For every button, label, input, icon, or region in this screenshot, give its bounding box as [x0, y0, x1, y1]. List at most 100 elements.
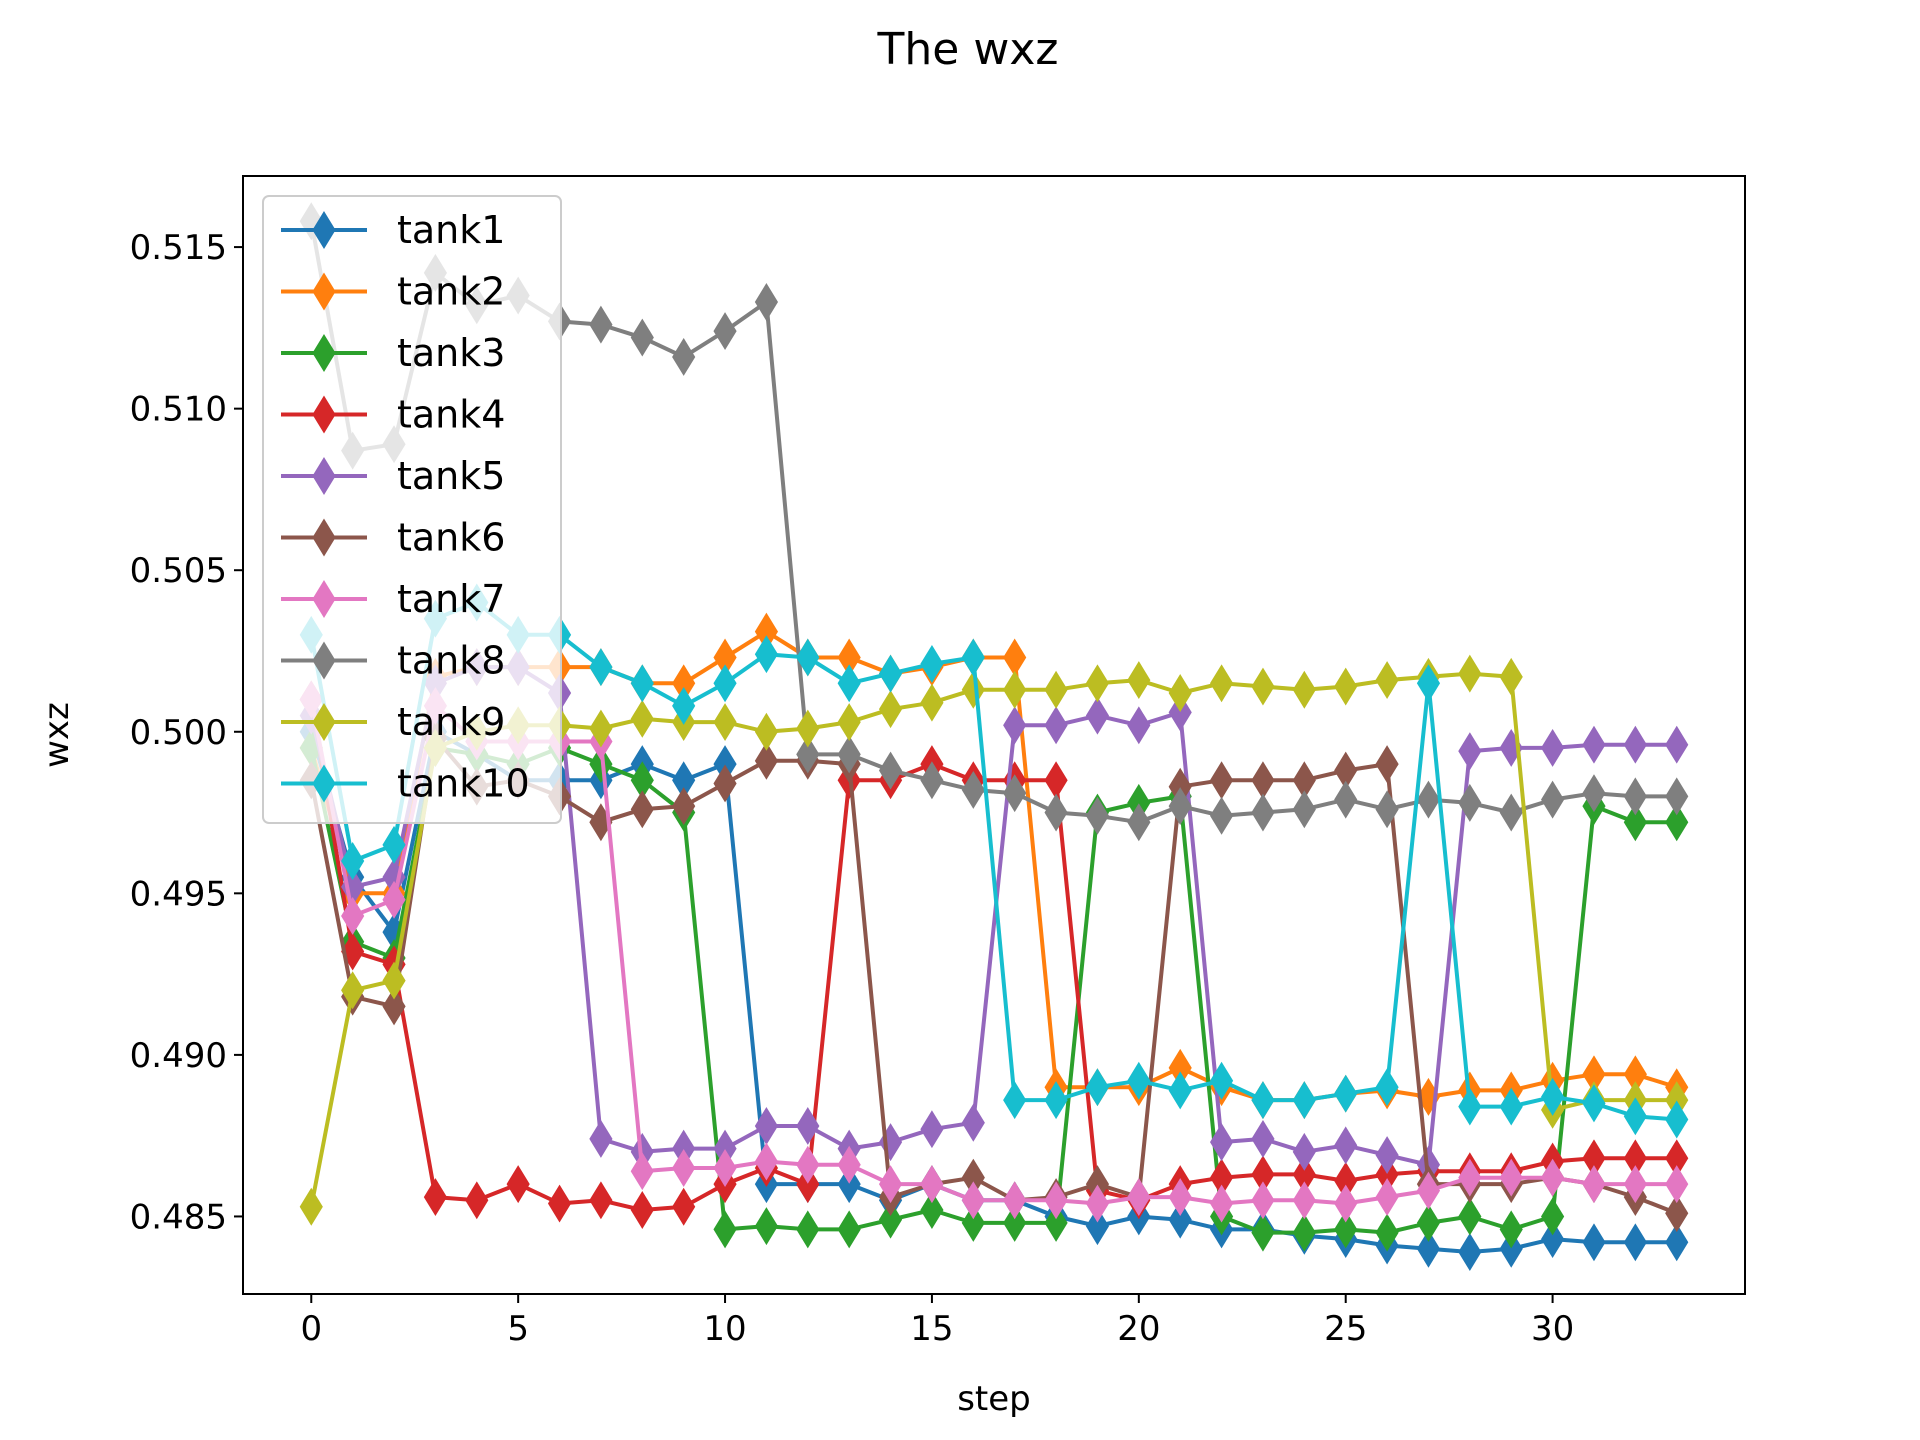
- data-point-tank3: [837, 1210, 861, 1249]
- legend-marker-tank10: [312, 764, 336, 803]
- data-point-tank3: [1044, 1203, 1068, 1242]
- data-point-tank7: [1003, 1181, 1027, 1220]
- legend-label-tank6: tank6: [397, 516, 505, 560]
- data-point-tank7: [837, 1145, 861, 1184]
- data-point-tank7: [1416, 1171, 1441, 1210]
- data-point-tank9: [1168, 674, 1192, 712]
- data-point-tank10: [382, 825, 406, 864]
- data-point-tank3: [878, 1200, 903, 1239]
- legend-marker-tank7: [312, 580, 336, 618]
- data-point-tank8: [878, 751, 903, 790]
- data-point-tank10: [630, 664, 654, 703]
- data-point-tank5: [1665, 725, 1689, 764]
- data-point-tank8: [1044, 793, 1068, 832]
- x-tick-label: 5: [507, 1309, 529, 1349]
- data-point-tank10: [1127, 1061, 1151, 1100]
- data-point-tank8: [961, 770, 985, 809]
- data-point-tank9: [1499, 657, 1523, 696]
- data-point-tank6: [713, 764, 737, 803]
- data-point-tank10: [961, 638, 985, 677]
- data-point-tank8: [837, 735, 861, 774]
- data-point-tank5: [1292, 1132, 1316, 1171]
- data-point-tank4: [547, 1184, 572, 1223]
- data-point-tank10: [1458, 1087, 1482, 1126]
- data-point-tank5: [1623, 725, 1647, 764]
- legend-marker-tank1: [312, 211, 336, 249]
- data-point-tank3: [1416, 1203, 1441, 1242]
- x-tick-label: 10: [703, 1309, 746, 1349]
- data-point-tank9: [589, 709, 613, 748]
- y-axis-ticks: 0.485 0.490 0.495 0.500 0.505 0.510 0.515: [130, 228, 243, 1237]
- data-point-tank3: [1334, 1210, 1358, 1249]
- data-point-tank7: [1499, 1158, 1523, 1197]
- data-point-tank3: [1541, 1197, 1565, 1236]
- data-point-tank10: [1251, 1081, 1275, 1120]
- x-tick-label: 0: [300, 1309, 322, 1349]
- data-point-tank10: [341, 842, 365, 880]
- data-point-tank8: [630, 318, 654, 357]
- data-point-tank8: [1582, 774, 1606, 813]
- data-point-tank10: [1334, 1074, 1358, 1113]
- data-point-tank7: [1582, 1165, 1606, 1204]
- legend-label-tank9: tank9: [397, 700, 505, 744]
- x-axis-label: step: [957, 1379, 1031, 1419]
- data-point-tank9: [1334, 667, 1358, 706]
- data-point-tank7: [1334, 1184, 1358, 1223]
- data-point-tank10: [1168, 1071, 1192, 1110]
- data-point-tank5: [1085, 696, 1110, 735]
- data-point-tank7: [1251, 1181, 1275, 1220]
- data-point-tank7: [961, 1181, 985, 1220]
- y-tick-label: 0.485: [130, 1197, 227, 1237]
- data-point-tank7: [1209, 1184, 1234, 1223]
- legend-label-tank10: tank10: [397, 762, 530, 806]
- data-point-tank3: [1499, 1210, 1523, 1249]
- axes: [242, 175, 1746, 1295]
- data-point-tank3: [1665, 803, 1689, 842]
- data-point-tank10: [878, 654, 903, 693]
- y-tick-label: 0.515: [130, 228, 227, 268]
- data-point-tank4: [630, 1191, 654, 1229]
- data-point-tank3: [796, 1210, 820, 1249]
- data-point-tank9: [1375, 661, 1399, 700]
- x-tick-label: 20: [1117, 1309, 1160, 1349]
- data-point-tank3: [589, 745, 613, 784]
- data-point-tank1: [1541, 1220, 1565, 1259]
- data-point-tank4: [796, 1165, 820, 1204]
- data-point-tank8: [1085, 796, 1110, 835]
- data-point-tank10: [1499, 1087, 1523, 1126]
- legend: tank1 tank2 tank3 tank4 tank5 tank6 tank7 tank8…: [262, 195, 562, 824]
- data-point-tank10: [1416, 664, 1441, 703]
- data-point-tank7: [713, 1149, 737, 1187]
- data-point-tank5: [1251, 1119, 1275, 1158]
- data-point-tank5: [796, 1107, 820, 1145]
- data-point-tank10: [1375, 1068, 1399, 1107]
- data-point-tank1: [1665, 1223, 1689, 1262]
- legend-label-tank1: tank1: [397, 208, 505, 252]
- data-point-tank10: [1665, 1100, 1689, 1139]
- legend-marker-tank4: [312, 395, 336, 434]
- data-point-tank3: [754, 1207, 779, 1246]
- data-point-tank5: [1168, 693, 1192, 732]
- data-point-tank9: [713, 703, 737, 742]
- data-point-tank10: [1292, 1081, 1316, 1120]
- data-point-tank3: [1458, 1197, 1482, 1236]
- legend-marker-tank9: [312, 703, 336, 741]
- data-point-tank4: [465, 1181, 489, 1220]
- data-point-tank7: [382, 880, 406, 919]
- legend-label-tank4: tank4: [397, 393, 505, 437]
- data-point-tank10: [1209, 1061, 1234, 1100]
- x-tick-label: 30: [1531, 1309, 1574, 1349]
- legend-label-tank3: tank3: [397, 331, 505, 375]
- data-point-tank10: [1003, 1081, 1027, 1120]
- data-point-tank9: [920, 683, 944, 722]
- data-point-tank7: [341, 896, 365, 935]
- data-point-tank3: [713, 1210, 737, 1249]
- data-point-tank8: [713, 312, 737, 351]
- data-point-tank7: [1044, 1181, 1068, 1220]
- data-point-tank5: [1334, 1126, 1358, 1165]
- data-point-tank1: [1085, 1207, 1110, 1246]
- data-point-tank10: [672, 686, 696, 725]
- data-point-tank10: [1582, 1084, 1606, 1123]
- data-point-tank8: [754, 283, 779, 321]
- legend-marker-tank8: [312, 641, 336, 680]
